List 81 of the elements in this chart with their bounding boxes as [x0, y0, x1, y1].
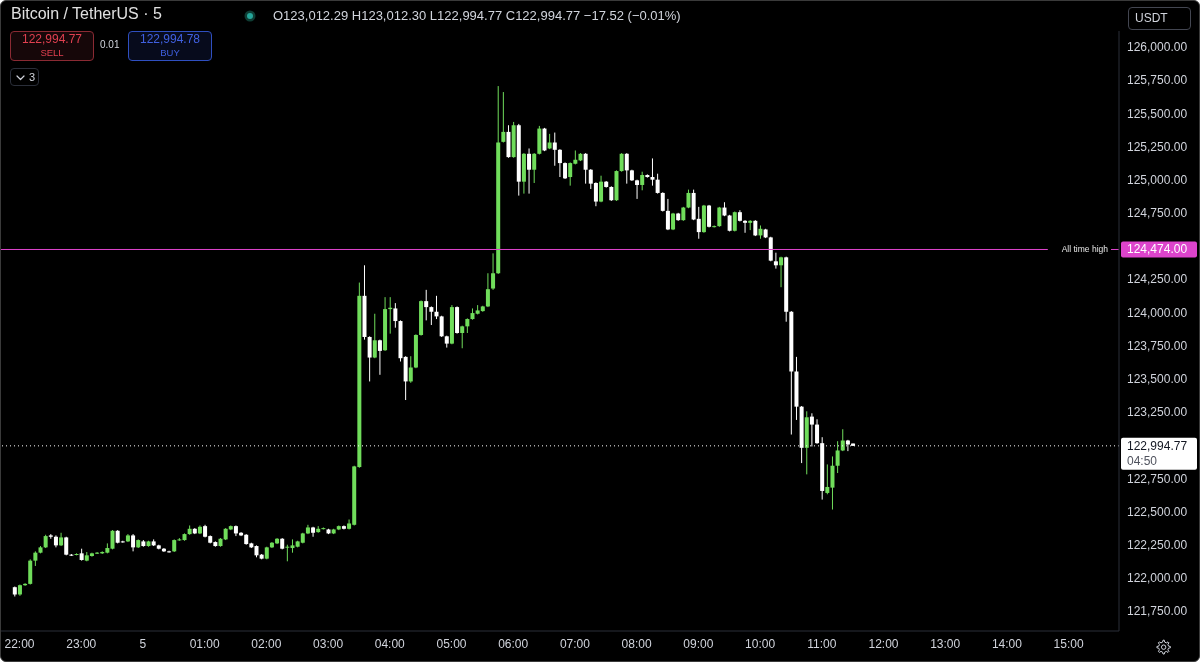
annotation: 3	[29, 71, 36, 83]
x-tick-label: 01:00	[189, 636, 220, 651]
y-tick-label: 124,250.00	[1127, 272, 1188, 287]
x-tick-label: 06:00	[498, 636, 529, 651]
x-tick-label: 15:00	[1053, 636, 1084, 651]
y-tick-label: 124,000.00	[1127, 305, 1188, 320]
candlestick	[779, 256, 784, 288]
candlestick	[367, 335, 372, 382]
chart-subtitle: O123,012.29 H123,012.30 L122,994.77 C122,994.77 −17.52 (−0.01%)	[273, 8, 681, 23]
x-tick-label: 13:00	[930, 636, 961, 651]
candlestick	[485, 272, 490, 308]
candlestick	[491, 252, 496, 291]
candlestick	[377, 339, 382, 376]
candlestick	[717, 206, 722, 228]
x-tick-label: 05:00	[436, 636, 467, 651]
y-tick-label: 125,250.00	[1127, 139, 1188, 154]
candlestick	[835, 440, 840, 474]
y-tick-label: 122,250.00	[1127, 537, 1188, 552]
candlestick	[815, 418, 820, 445]
candlestick	[542, 127, 547, 152]
candlestick	[429, 305, 434, 326]
candlestick	[557, 148, 562, 178]
text: 124,474.00	[1127, 242, 1188, 257]
annotation: SELL	[40, 47, 64, 58]
annotation: 122,994.78	[139, 32, 201, 46]
y-tick-label: 122,000.00	[1127, 571, 1188, 586]
y-tick-label: 124,750.00	[1127, 206, 1188, 221]
candlestick	[393, 302, 398, 329]
candlestick	[28, 558, 33, 586]
x-tick-label: 03:00	[313, 636, 344, 651]
candlestick	[655, 173, 660, 195]
y-tick-label: 122,500.00	[1127, 504, 1188, 519]
annotation: BUY	[160, 47, 180, 58]
text: 04:50	[1127, 453, 1158, 468]
text: 122,994.77	[1127, 438, 1188, 453]
y-tick-label: 125,500.00	[1127, 106, 1188, 121]
candlestick	[372, 313, 377, 359]
y-tick-label: 125,000.00	[1127, 172, 1188, 187]
candlestick	[825, 463, 830, 495]
x-tick-label: 09:00	[683, 636, 714, 651]
candlestick	[408, 355, 413, 384]
ref-line-label: All time high	[1061, 244, 1109, 255]
y-tick-label: 122,750.00	[1127, 471, 1188, 486]
y-tick-label: 123,750.00	[1127, 338, 1188, 353]
candlestick	[583, 152, 588, 185]
candlestick	[568, 161, 573, 187]
x-tick-label: 07:00	[559, 636, 591, 651]
x-tick-label: 12:00	[868, 636, 899, 651]
x-tick-label: 04:00	[374, 636, 406, 651]
y-tick-label: 123,250.00	[1127, 405, 1188, 420]
y-tick-label: 125,750.00	[1127, 73, 1188, 88]
candlestick	[532, 152, 537, 184]
candlestick	[619, 152, 624, 173]
x-tick-label: 5	[139, 636, 147, 651]
candlestick	[599, 175, 604, 203]
candlestick	[501, 91, 506, 143]
candlestick	[624, 152, 629, 185]
candlestick	[743, 219, 748, 234]
text: USDT	[1135, 11, 1168, 25]
x-tick-label: 08:00	[621, 636, 652, 651]
x-tick-label: 23:00	[66, 636, 97, 651]
candlestick	[665, 198, 670, 231]
candlestick	[650, 157, 655, 187]
candlestick	[552, 132, 557, 167]
x-tick-label: 11:00	[807, 636, 837, 651]
x-tick-label: 10:00	[745, 636, 776, 651]
candlestick	[660, 191, 665, 213]
candlestick	[773, 252, 778, 270]
x-tick-label: 02:00	[251, 636, 282, 651]
candlestick	[696, 206, 701, 240]
chart-title: Bitcoin / TetherUS · 5	[11, 5, 162, 22]
candlestick	[527, 147, 532, 195]
annotation: 0.01	[100, 39, 120, 50]
x-tick-label: 22:00	[4, 636, 35, 651]
annotation: 122,994.77	[21, 32, 83, 46]
candlestick	[424, 289, 429, 321]
y-tick-label: 123,500.00	[1127, 372, 1188, 387]
y-tick-label: 121,750.00	[1127, 604, 1188, 619]
y-tick-label: 126,000.00	[1127, 40, 1188, 55]
x-tick-label: 14:00	[991, 636, 1023, 651]
candlestick	[640, 171, 645, 191]
